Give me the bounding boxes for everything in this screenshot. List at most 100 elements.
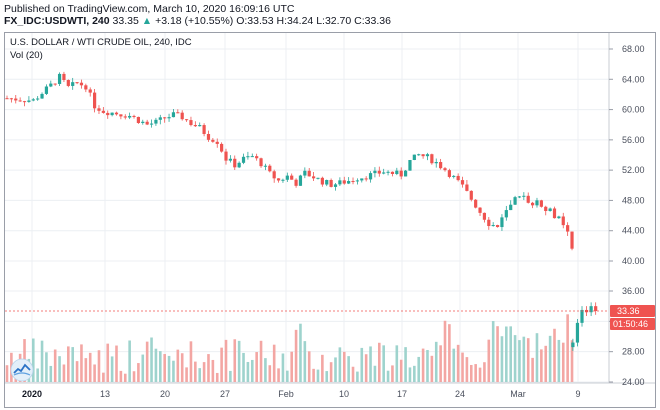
x-tick-label: 10 bbox=[339, 389, 349, 399]
candle-body bbox=[228, 158, 232, 161]
chart-frame[interactable]: U.S. DOLLAR / WTI CRUDE OIL, 240, IDC Vo… bbox=[4, 32, 656, 408]
volume-bar bbox=[553, 328, 556, 382]
x-tick-label: 13 bbox=[100, 389, 110, 399]
y-tick-label: 64.00 bbox=[622, 74, 645, 84]
candle-body bbox=[27, 100, 31, 102]
volume-bar bbox=[49, 365, 53, 382]
x-tick-label: 24 bbox=[455, 389, 465, 399]
volume-bar bbox=[544, 345, 548, 382]
candle-body bbox=[504, 210, 508, 218]
candle-body bbox=[110, 112, 114, 116]
candle-body bbox=[478, 207, 482, 213]
x-tick-label: 20 bbox=[160, 389, 170, 399]
volume-bar bbox=[224, 339, 228, 382]
candle-body bbox=[487, 219, 491, 227]
volume-bar bbox=[382, 345, 385, 382]
volume-bar bbox=[268, 365, 272, 382]
volume-bar bbox=[272, 344, 276, 382]
published-note: Published on TradingView.com, March 10, … bbox=[4, 3, 295, 15]
volume-bar bbox=[62, 364, 66, 382]
candle-body bbox=[224, 151, 228, 161]
volume-bar bbox=[338, 347, 342, 382]
price-axis: 68.00 64.00 60.00 56.00 52.00 48.00 44.00 40.00… bbox=[609, 44, 645, 387]
volume-bar bbox=[395, 345, 399, 382]
candle-body bbox=[62, 73, 66, 81]
volume-bar bbox=[439, 345, 442, 382]
candle-body bbox=[425, 154, 430, 157]
candle-body bbox=[75, 82, 79, 84]
volume-bar bbox=[40, 340, 44, 382]
y-tick-label: 40.00 bbox=[622, 256, 645, 266]
candle-body bbox=[298, 175, 303, 186]
volume-bar bbox=[334, 357, 337, 382]
candle-body bbox=[347, 181, 351, 184]
candle-body bbox=[290, 175, 294, 180]
candle-body bbox=[482, 212, 487, 220]
volume-bar bbox=[259, 340, 263, 382]
ticker-line: FX_IDC:USDWTI, 240 33.35 ▲ +3.18 (+10.55… bbox=[4, 15, 391, 27]
candle-body bbox=[417, 154, 421, 156]
candle-body bbox=[14, 98, 18, 101]
candle-body bbox=[456, 175, 460, 181]
volume-bar bbox=[220, 347, 223, 382]
candle-body bbox=[141, 121, 145, 124]
candle-body bbox=[316, 177, 320, 179]
volume-bar bbox=[474, 364, 477, 382]
volume-bar bbox=[505, 326, 508, 382]
volume-bar bbox=[211, 359, 215, 382]
candle-body bbox=[294, 179, 298, 186]
candle-body bbox=[368, 173, 373, 180]
volume-bar bbox=[71, 347, 74, 382]
candle-body bbox=[84, 85, 88, 90]
price-chart[interactable]: U.S. DOLLAR / WTI CRUDE OIL, 240, IDC Vo… bbox=[5, 33, 655, 407]
volume-bar bbox=[255, 352, 258, 382]
candle-body bbox=[198, 125, 202, 127]
volume-bar bbox=[465, 357, 469, 382]
candle-body bbox=[460, 180, 465, 185]
candle-body bbox=[469, 190, 473, 200]
candle-body bbox=[189, 120, 193, 126]
candle-body bbox=[509, 204, 513, 211]
candle-body bbox=[53, 83, 57, 85]
x-tick-label: 27 bbox=[220, 389, 230, 399]
candle-body bbox=[500, 217, 504, 228]
volume-bar bbox=[281, 353, 285, 382]
candle-body bbox=[145, 121, 149, 125]
candle-body bbox=[259, 158, 263, 167]
volume-bar bbox=[461, 352, 464, 382]
volume-bar bbox=[307, 351, 311, 382]
volume-bar bbox=[110, 356, 114, 382]
candle-body bbox=[408, 160, 412, 171]
candle-body bbox=[474, 199, 478, 208]
volume-bar bbox=[483, 362, 486, 382]
volume-bar bbox=[93, 364, 96, 382]
chart-title: U.S. DOLLAR / WTI CRUDE OIL, 240, IDC bbox=[10, 37, 192, 48]
candle-body bbox=[312, 176, 316, 179]
volume-bar bbox=[369, 346, 372, 382]
candle-body bbox=[180, 112, 184, 120]
candle-body bbox=[93, 92, 97, 109]
volume-bar bbox=[145, 341, 149, 382]
volume-bar bbox=[417, 356, 421, 382]
volume-bar bbox=[150, 337, 153, 382]
volume-bar bbox=[194, 361, 197, 382]
volume-bar bbox=[154, 348, 158, 382]
x-tick-label: Mar bbox=[510, 389, 526, 399]
candle-body bbox=[513, 197, 517, 205]
candle-body bbox=[373, 170, 377, 174]
candle-body bbox=[44, 86, 49, 94]
candle-body bbox=[88, 89, 92, 93]
volume-bar bbox=[491, 321, 495, 382]
candle-body bbox=[434, 162, 438, 164]
candle-body bbox=[119, 114, 123, 117]
y-tick-label: 52.00 bbox=[622, 165, 645, 175]
volume-bar bbox=[434, 341, 438, 382]
volume-bar bbox=[45, 352, 48, 382]
tradingview-logo-icon[interactable] bbox=[10, 358, 34, 382]
candle-body bbox=[5, 98, 9, 100]
volume-bar bbox=[404, 347, 407, 382]
volume-bar bbox=[53, 349, 57, 382]
candle-body bbox=[250, 156, 254, 158]
candle-body bbox=[566, 225, 570, 232]
volume-bar bbox=[356, 371, 359, 382]
